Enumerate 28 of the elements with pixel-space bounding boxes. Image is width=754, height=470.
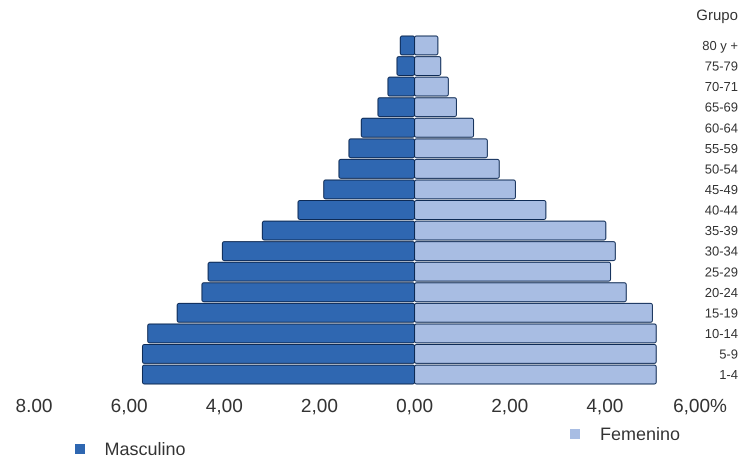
y-tick-label: 70-71 xyxy=(704,79,738,94)
x-tick-label: 2,00 xyxy=(491,396,528,417)
y-tick-label: 60-64 xyxy=(704,120,738,136)
x-tick-label: 8.00 xyxy=(16,396,52,417)
y-tick-label: 20-24 xyxy=(704,284,738,300)
y-tick-label: 30-34 xyxy=(704,244,738,259)
x-tick-label: 6,00% xyxy=(673,396,728,417)
y-tick-label: 45-49 xyxy=(704,182,738,197)
y-tick-label: 55-59 xyxy=(704,140,738,156)
x-tick-label: 4,00 xyxy=(586,396,624,417)
x-tick-label: 0,00 xyxy=(396,396,434,417)
x-tick-label: 6,00 xyxy=(110,396,148,417)
y-tick-label: 50-54 xyxy=(704,161,738,176)
y-axis-title: Grupo xyxy=(696,7,738,24)
y-tick-label: 80 y + xyxy=(702,38,738,54)
y-tick-label: 35-39 xyxy=(704,223,738,238)
y-tick-label: 1-4 xyxy=(719,367,738,382)
y-tick-label: 25-29 xyxy=(704,264,738,280)
x-tick-label: 4,00 xyxy=(206,396,243,417)
legend-label: Femenino xyxy=(600,424,680,444)
y-tick-label: 15-19 xyxy=(704,305,738,320)
y-tick-label: 10-14 xyxy=(704,326,738,341)
y-tick-label: 5-9 xyxy=(719,346,738,362)
y-tick-label: 75-79 xyxy=(704,58,738,74)
legend-label: Masculino xyxy=(104,439,186,459)
x-tick-label: 2,00 xyxy=(300,396,338,417)
y-tick-label: 65-69 xyxy=(704,100,738,115)
y-tick-label: 40-44 xyxy=(704,202,738,218)
